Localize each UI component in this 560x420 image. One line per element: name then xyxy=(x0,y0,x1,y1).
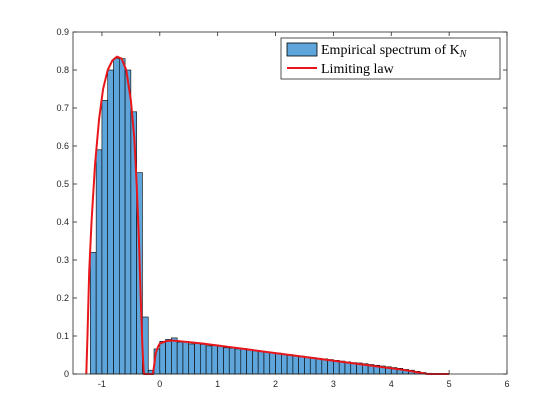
y-tick-label-5: 0.5 xyxy=(56,179,69,189)
histogram-bar-2 xyxy=(101,100,109,375)
histogram-bar-1 xyxy=(95,149,103,375)
legend-histogram-label: Empirical spectrum of KN xyxy=(321,43,468,60)
x-tick-labels: -1 0 1 2 3 4 5 6 xyxy=(98,379,510,389)
axis-ticks xyxy=(73,31,508,375)
x-tick-label-0: -1 xyxy=(98,379,106,389)
y-tick-label-4: 0.4 xyxy=(56,217,69,227)
histogram-bar-34 xyxy=(286,354,294,375)
histogram-bar-26 xyxy=(240,348,247,375)
histogram-bar-25 xyxy=(234,348,242,375)
legend-curve-label: Limiting law xyxy=(321,62,395,77)
y-tick-labels: 0 0.1 0.2 0.3 0.4 0.5 0.6 0.7 0.8 0.9 xyxy=(56,27,69,379)
x-tick-label-2: 1 xyxy=(215,379,220,389)
histogram-bar-36 xyxy=(298,355,305,375)
y-tick-label-3: 0.3 xyxy=(56,255,69,265)
x-tick-label-4: 3 xyxy=(331,379,336,389)
histogram-bar-42 xyxy=(333,360,340,375)
legend-box xyxy=(280,37,501,80)
histogram-bar-33 xyxy=(281,353,288,375)
histogram-bar-4 xyxy=(113,58,120,375)
histogram-bar-40 xyxy=(321,358,328,375)
y-tick-label-7: 0.7 xyxy=(56,103,69,113)
histogram-bar-31 xyxy=(269,352,276,375)
histogram-bar-19 xyxy=(200,344,207,375)
histogram-bar-37 xyxy=(304,356,311,375)
histogram-bar-21 xyxy=(211,345,218,375)
x-tick-label-5: 4 xyxy=(389,379,394,389)
histogram-bar-27 xyxy=(246,349,253,375)
legend-histogram-swatch xyxy=(286,42,318,57)
histogram-bar-38 xyxy=(309,357,317,375)
axes-box xyxy=(72,31,508,375)
y-tick-label-2: 0.2 xyxy=(56,293,69,303)
legend: Empirical spectrum of KN Limiting law xyxy=(280,37,501,80)
histogram-bar-29 xyxy=(257,351,265,375)
y-tick-label-6: 0.6 xyxy=(56,141,69,151)
histogram-bar-17 xyxy=(188,343,195,375)
histogram-bar-12 xyxy=(159,341,166,375)
histogram-bar-30 xyxy=(263,351,271,375)
y-tick-label-9: 0.9 xyxy=(56,27,69,37)
histogram-bar-41 xyxy=(327,359,334,375)
histogram-bar-28 xyxy=(252,350,259,375)
histogram-bar-20 xyxy=(205,345,213,375)
x-tick-label-7: 6 xyxy=(504,379,509,389)
histogram-bar-32 xyxy=(275,352,282,375)
histogram-bar-15 xyxy=(176,341,184,375)
x-tick-label-6: 5 xyxy=(447,379,452,389)
histogram-bar-14 xyxy=(171,337,178,375)
histogram-bar-24 xyxy=(228,347,236,375)
histogram-bar-23 xyxy=(223,347,230,375)
histogram-bar-3 xyxy=(107,69,114,375)
histogram-bar-13 xyxy=(165,339,172,375)
histogram-bar-0 xyxy=(90,252,97,375)
x-tick-label-3: 2 xyxy=(273,379,278,389)
y-tick-label-8: 0.8 xyxy=(56,65,69,75)
y-tick-label-0: 0 xyxy=(64,369,69,379)
y-tick-label-1: 0.1 xyxy=(56,331,69,341)
histogram-bar-39 xyxy=(315,358,323,375)
histogram-bar-6 xyxy=(124,69,132,375)
histogram-bar-18 xyxy=(194,342,201,375)
histogram-bar-5 xyxy=(118,58,126,375)
limiting-law-curve xyxy=(85,55,450,375)
histogram-bar-35 xyxy=(292,355,299,375)
histogram-bar-16 xyxy=(182,341,190,375)
histogram-bar-22 xyxy=(217,345,224,375)
x-tick-label-1: 0 xyxy=(157,379,162,389)
